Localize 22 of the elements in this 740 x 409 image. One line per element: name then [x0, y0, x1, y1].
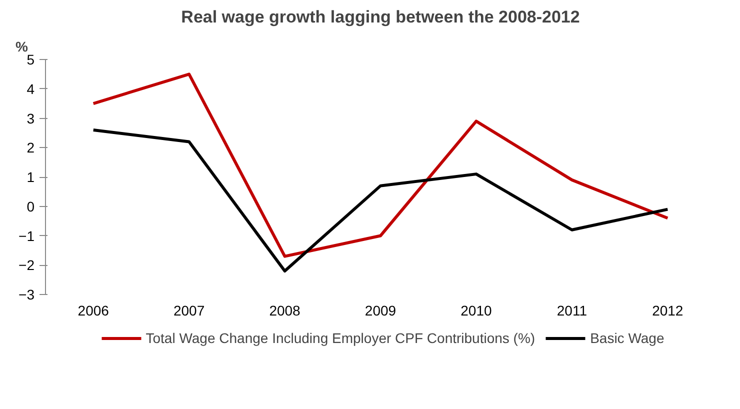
y-tick-label: 0 [26, 198, 35, 214]
y-tick-label: 5 [26, 52, 35, 68]
y-tick-label: −1 [18, 228, 35, 244]
legend-label: Basic Wage [590, 330, 664, 346]
y-tick-label: −3 [18, 286, 35, 302]
chart-title: Real wage growth lagging between the 2008-2012 [181, 8, 580, 26]
y-tick-label: 2 [26, 140, 35, 156]
line-series [92, 72, 670, 258]
legend-label: Total Wage Change Including Employer CPF Contributions (%) [146, 330, 536, 346]
x-tick-label: 2012 [652, 302, 684, 318]
line-series [92, 128, 670, 272]
x-tick-label: 2007 [174, 302, 205, 318]
y-tick-label: −2 [18, 257, 35, 274]
x-tick-label: 2009 [364, 302, 396, 318]
y-tick-label: 3 [26, 110, 35, 126]
x-tick-label: 2011 [556, 302, 588, 318]
x-tick-label: 2010 [460, 302, 492, 318]
x-tick-label: 2006 [78, 302, 110, 318]
y-tick-label: 1 [26, 169, 35, 185]
y-axis-title: % [16, 38, 28, 54]
y-tick-label: 4 [26, 80, 35, 97]
x-tick-label: 2008 [269, 302, 301, 318]
